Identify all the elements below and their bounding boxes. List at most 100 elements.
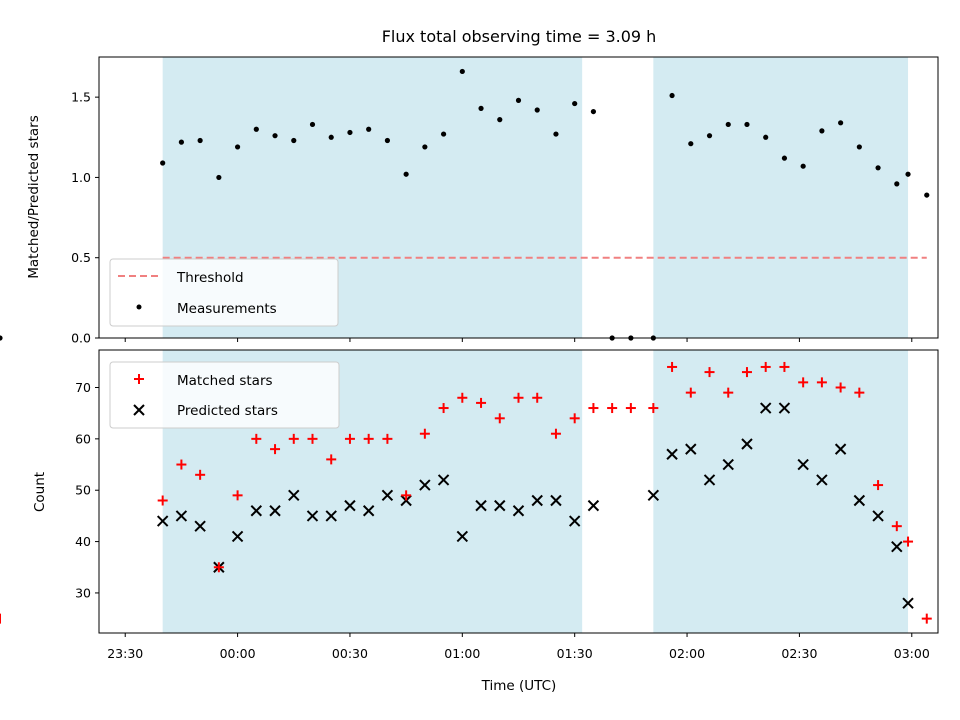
matched-star-marker	[625, 403, 636, 414]
matched-star-marker	[704, 367, 715, 378]
measurement-point	[781, 155, 788, 161]
measurement-point	[706, 133, 713, 139]
predicted-marker-stroke	[194, 520, 206, 532]
x-tick-label: 23:30	[107, 646, 143, 661]
predicted-stars-legend-marker	[133, 404, 145, 416]
matched-star-marker	[401, 490, 412, 501]
x-tick-label: 01:00	[444, 646, 480, 661]
predicted-star-marker	[685, 443, 697, 455]
matched-star-marker	[457, 392, 468, 403]
predicted-star-marker	[666, 448, 678, 460]
predicted-marker-stroke	[550, 494, 562, 507]
matched-star-marker	[723, 387, 734, 398]
predicted-marker-stroke	[872, 510, 884, 522]
predicted-star-marker	[325, 510, 337, 522]
bottom-observing-span-1	[653, 350, 909, 633]
predicted-star-marker	[816, 474, 828, 486]
predicted-marker-stroke	[306, 510, 319, 522]
legend-predicted-stars-label: Predicted stars	[177, 403, 278, 419]
top-y-tick-label: 0.0	[71, 331, 91, 346]
matched-star-marker	[176, 459, 187, 470]
matched-star-marker	[344, 433, 355, 444]
matched-star-marker	[288, 433, 299, 444]
predicted-marker-stroke	[381, 489, 394, 502]
bottom-y-tick-label: 40	[75, 534, 91, 549]
predicted-star-marker	[647, 489, 660, 502]
predicted-star-marker	[437, 474, 450, 486]
predicted-star-marker	[797, 458, 809, 471]
matched-star-marker	[903, 536, 914, 547]
predicted-star-marker	[834, 443, 847, 455]
measurement-point	[650, 335, 656, 341]
predicted-marker-stroke	[587, 499, 600, 512]
predicted-marker-stroke	[834, 443, 847, 455]
legend-measurements-label: Measurements	[177, 301, 277, 317]
measurements-legend-marker	[136, 304, 142, 310]
measurement-point	[669, 92, 675, 99]
measurement-point	[253, 126, 259, 132]
top-legend: Threshold Measurements	[109, 258, 339, 327]
predicted-marker-stroke	[568, 515, 581, 527]
measurement-point	[178, 139, 185, 145]
top-observing-span-1	[653, 57, 909, 338]
predicted-marker-stroke	[325, 510, 337, 522]
predicted-star-marker	[568, 515, 581, 527]
x-tick-label: 01:30	[557, 646, 593, 661]
predicted-marker-stroke	[231, 530, 244, 543]
measurement-point	[534, 107, 540, 113]
measurement-point	[763, 134, 769, 140]
predicted-marker-stroke	[647, 489, 660, 502]
predicted-star-marker	[902, 597, 914, 609]
predicted-star-marker	[475, 499, 487, 512]
bottom-y-tick-label: 50	[75, 483, 91, 498]
measurement-point	[160, 160, 166, 166]
predicted-marker-stroke	[419, 479, 431, 491]
predicted-star-marker	[853, 494, 866, 507]
predicted-marker-stroke	[685, 443, 697, 455]
matched-star-marker	[667, 361, 678, 372]
predicted-marker-stroke	[362, 505, 375, 517]
matched-star-marker	[873, 480, 884, 491]
predicted-star-marker	[419, 479, 431, 491]
predicted-marker-stroke	[797, 458, 809, 471]
chart-title: Flux total observing time = 3.09 h	[382, 27, 657, 46]
measurement-point	[856, 144, 862, 150]
predicted-star-marker	[156, 515, 169, 527]
matched-star-marker	[798, 377, 809, 388]
legend-threshold-label: Threshold	[176, 270, 244, 286]
matched-star-marker	[195, 469, 206, 480]
measurement-point	[234, 144, 241, 150]
measurement-point	[800, 163, 806, 169]
measurement-point	[422, 144, 428, 150]
predicted-star-marker	[550, 494, 562, 507]
matched-star-marker	[816, 377, 827, 388]
predicted-marker-stroke	[250, 505, 263, 517]
predicted-marker-stroke	[400, 494, 412, 507]
predicted-star-marker	[531, 494, 543, 507]
measurement-point	[272, 133, 278, 139]
predicted-star-marker	[872, 510, 884, 522]
predicted-star-marker	[362, 505, 375, 517]
x-tick-label: 02:00	[669, 646, 705, 661]
matched-star-marker	[382, 433, 393, 444]
matched-star-marker	[213, 562, 224, 573]
x-tick-label: 00:30	[332, 646, 368, 661]
predicted-marker-stroke	[288, 489, 300, 502]
predicted-star-marker	[306, 510, 319, 522]
predicted-star-marker	[231, 530, 244, 543]
measurement-point	[497, 117, 503, 123]
predicted-marker-stroke	[475, 499, 487, 512]
predicted-marker-stroke	[891, 541, 903, 553]
matched-star-marker	[476, 397, 487, 408]
bottom-y-axis-label: Count	[32, 472, 48, 512]
bottom-y-tick-label: 30	[75, 585, 91, 600]
predicted-marker-stroke	[437, 474, 450, 486]
measurement-point	[725, 121, 731, 128]
measurement-point	[403, 171, 409, 177]
matched-star-marker	[685, 387, 696, 398]
measurement-point	[609, 335, 615, 341]
predicted-star-marker	[891, 541, 903, 553]
x-tick-label: 02:30	[781, 646, 817, 661]
top-y-tick-label: 1.0	[71, 170, 91, 185]
predicted-star-marker	[759, 402, 772, 414]
